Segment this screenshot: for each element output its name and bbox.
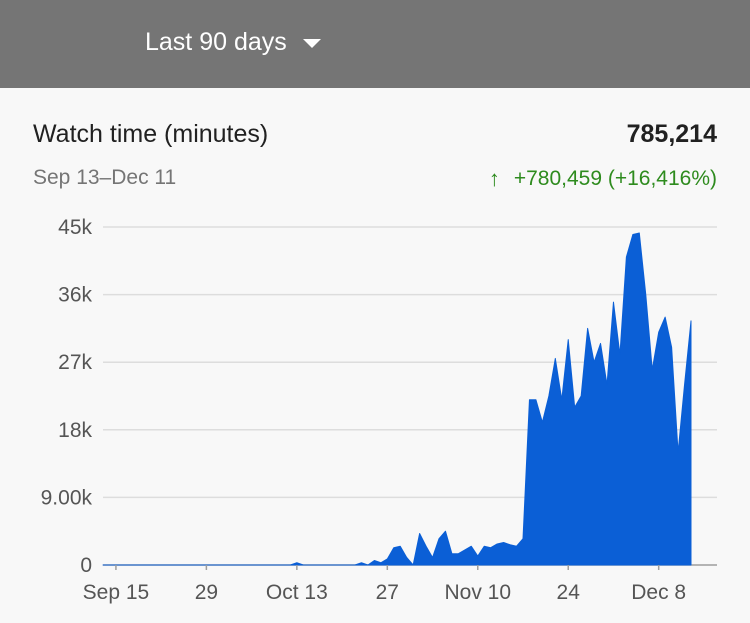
x-tick-label: Nov 10	[444, 581, 511, 604]
date-range-dropdown-label: Last 90 days	[145, 27, 287, 56]
date-range-dropdown[interactable]: Last 90 days	[145, 24, 321, 60]
caret-down-icon	[302, 38, 321, 48]
y-tick-label: 18k	[58, 419, 92, 442]
y-tick-label: 9.00k	[41, 486, 93, 509]
x-tick-label: 24	[557, 581, 581, 604]
x-tick-label: 27	[376, 581, 399, 604]
y-tick-label: 36k	[58, 284, 92, 307]
arrow-up-icon: ↑	[488, 166, 500, 191]
metric-title: Watch time (minutes)	[33, 120, 269, 148]
watch-time-chart: 0 9.00k 18k 27k 36k 45k Sep 15 29 Oct 13 27 Nov 10…	[41, 216, 717, 604]
x-tick-label: Oct 13	[266, 581, 328, 604]
date-range-text: Sep 13–Dec 11	[33, 166, 177, 189]
x-tick-label: Dec 8	[631, 581, 686, 604]
y-tick-label: 45k	[58, 216, 92, 239]
top-bar: Last 90 days	[0, 0, 750, 88]
change-indicator: ↑ +780,459 (+16,416%)	[489, 166, 717, 192]
x-tick-label: 29	[195, 581, 218, 604]
change-value: +780,459 (+16,416%)	[513, 167, 717, 190]
y-tick-label: 0	[80, 554, 92, 577]
y-tick-label: 27k	[58, 351, 92, 374]
metric-value: 785,214	[626, 120, 717, 148]
watch-time-area	[102, 232, 692, 566]
x-tick-label: Sep 15	[83, 581, 150, 604]
